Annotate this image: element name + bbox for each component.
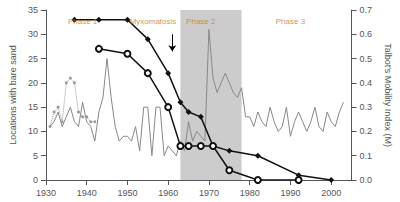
svg-text:Myxomatosis: Myxomatosis: [130, 17, 177, 26]
svg-text:0.6: 0.6: [360, 29, 373, 39]
svg-text:0.4: 0.4: [360, 78, 373, 88]
svg-text:1960: 1960: [158, 188, 178, 198]
svg-text:35: 35: [28, 5, 38, 15]
svg-text:30: 30: [28, 29, 38, 39]
svg-text:5: 5: [33, 151, 38, 161]
svg-text:0: 0: [33, 175, 38, 185]
svg-text:0.7: 0.7: [360, 5, 373, 15]
svg-text:1970: 1970: [199, 188, 219, 198]
svg-text:1990: 1990: [280, 188, 300, 198]
svg-text:Locations with bare sand: Locations with bare sand: [8, 45, 18, 145]
svg-text:20: 20: [28, 78, 38, 88]
svg-text:1980: 1980: [240, 188, 260, 198]
svg-text:10: 10: [28, 126, 38, 136]
svg-text:0.3: 0.3: [360, 102, 373, 112]
svg-text:25: 25: [28, 54, 38, 64]
svg-text:Phase 2: Phase 2: [186, 17, 216, 26]
svg-text:0.1: 0.1: [360, 151, 373, 161]
svg-text:Phase 3: Phase 3: [276, 17, 306, 26]
svg-text:1940: 1940: [77, 188, 97, 198]
svg-text:0.0: 0.0: [360, 175, 373, 185]
svg-text:Phase 1: Phase 1: [68, 17, 98, 26]
svg-text:0.2: 0.2: [360, 126, 373, 136]
svg-text:Talbot's Mobility Index (M): Talbot's Mobility Index (M): [383, 43, 393, 147]
svg-text:1950: 1950: [117, 188, 137, 198]
svg-text:2000: 2000: [321, 188, 341, 198]
svg-text:1930: 1930: [36, 188, 56, 198]
svg-text:0.5: 0.5: [360, 54, 373, 64]
svg-text:15: 15: [28, 102, 38, 112]
